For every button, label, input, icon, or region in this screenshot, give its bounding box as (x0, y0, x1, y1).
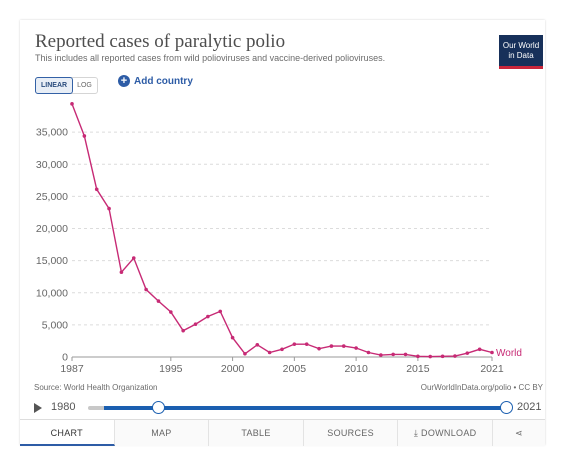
plus-icon: + (118, 75, 130, 87)
data-point (341, 344, 346, 348)
data-point (144, 287, 148, 292)
data-point (354, 346, 358, 350)
logo-line-1: Our World (502, 41, 540, 50)
data-point (391, 352, 395, 357)
series-label: World (496, 348, 522, 359)
y-tick-label: 35,000 (36, 127, 68, 139)
logo-line-2: in Data (508, 51, 534, 60)
add-country-button[interactable]: + Add country (118, 75, 193, 87)
data-point (193, 322, 198, 327)
download-label: DOWNLOAD (421, 428, 477, 438)
tab-chart[interactable]: CHART (20, 420, 115, 446)
data-point (477, 347, 482, 352)
scale-toggle: LINEAR LOG (35, 77, 98, 94)
share-icon: ⋖ (515, 428, 523, 438)
timeline-start-year: 1980 (51, 401, 76, 413)
data-point (379, 353, 383, 357)
linear-scale-button[interactable]: LINEAR (35, 77, 74, 94)
grid-lines (72, 131, 492, 358)
data-point (267, 350, 272, 355)
data-point (82, 134, 87, 138)
series-line (71, 103, 493, 358)
x-axis-ticks: 1987 1995 2000 2005 2010 2015 2021 (60, 357, 504, 375)
y-axis-ticks: 0 5,000 10,000 15,000 20,000 25,000 30,000 35,0… (36, 127, 68, 364)
x-tick-label: 2005 (283, 363, 307, 375)
y-tick-label: 25,000 (36, 191, 68, 203)
data-point (119, 270, 124, 274)
data-point (218, 309, 223, 314)
download-icon: ⤓ (413, 428, 419, 438)
data-point (465, 351, 470, 355)
data-point (131, 256, 136, 260)
y-tick-label: 10,000 (36, 287, 68, 299)
tab-bar: CHART MAP TABLE SOURCES ⤓ DOWNLOAD ⋖ (20, 419, 545, 446)
data-point (243, 351, 247, 356)
tab-table[interactable]: TABLE (209, 420, 304, 446)
x-tick-label: 2021 (480, 363, 504, 375)
tab-download[interactable]: ⤓ DOWNLOAD (398, 420, 493, 446)
data-point (94, 187, 99, 192)
data-point (70, 102, 74, 106)
timeline-end-year: 2021 (517, 401, 542, 413)
data-point (107, 206, 111, 211)
log-scale-button[interactable]: LOG (77, 82, 92, 89)
x-tick-label: 2010 (344, 363, 368, 375)
share-button[interactable]: ⋖ (493, 420, 545, 446)
tab-sources[interactable]: SOURCES (304, 420, 399, 446)
data-point (366, 350, 371, 355)
y-tick-label: 15,000 (36, 255, 68, 267)
data-point (416, 354, 420, 359)
series-group: World (70, 102, 522, 359)
data-point (181, 328, 185, 333)
x-tick-label: 2000 (221, 363, 245, 375)
timeline-end-handle[interactable] (500, 401, 513, 414)
data-point (490, 350, 494, 355)
y-tick-label: 20,000 (36, 223, 68, 235)
x-tick-label: 2015 (406, 363, 430, 375)
add-country-label: Add country (134, 75, 193, 87)
y-tick-label: 0 (62, 352, 68, 364)
data-point (428, 354, 433, 359)
data-point (403, 352, 408, 357)
data-point (255, 342, 260, 347)
data-point (292, 342, 297, 346)
timeline-start-handle[interactable] (152, 401, 165, 414)
timeline-slider[interactable]: 1980 2021 (34, 400, 541, 416)
data-point (440, 354, 445, 359)
chart-subtitle: This includes all reported cases from wi… (35, 53, 386, 63)
data-point (317, 346, 321, 351)
data-point (156, 299, 161, 303)
data-point (280, 347, 284, 352)
line-chart: 0 5,000 10,000 15,000 20,000 25,000 30,000 35,0… (36, 102, 522, 375)
x-tick-label: 1987 (60, 363, 84, 375)
source-note[interactable]: Source: World Health Organization (34, 383, 158, 392)
data-point (453, 354, 457, 358)
license-url[interactable]: OurWorldInData.org/polio • CC BY (420, 383, 543, 392)
data-point (329, 344, 334, 348)
owid-logo[interactable]: Our World in Data (499, 35, 543, 69)
y-tick-label: 30,000 (36, 159, 68, 171)
data-point (304, 342, 309, 346)
tab-map[interactable]: MAP (115, 420, 210, 446)
timeline-selected-range (104, 406, 506, 410)
chart-card: Reported cases of paralytic polio This i… (20, 20, 545, 446)
chart-title: Reported cases of paralytic polio (35, 31, 286, 52)
play-icon[interactable] (34, 403, 42, 413)
data-point (230, 335, 235, 340)
x-tick-label: 1995 (159, 363, 183, 375)
data-point (169, 310, 173, 314)
y-tick-label: 5,000 (42, 319, 68, 331)
data-point (206, 314, 210, 319)
